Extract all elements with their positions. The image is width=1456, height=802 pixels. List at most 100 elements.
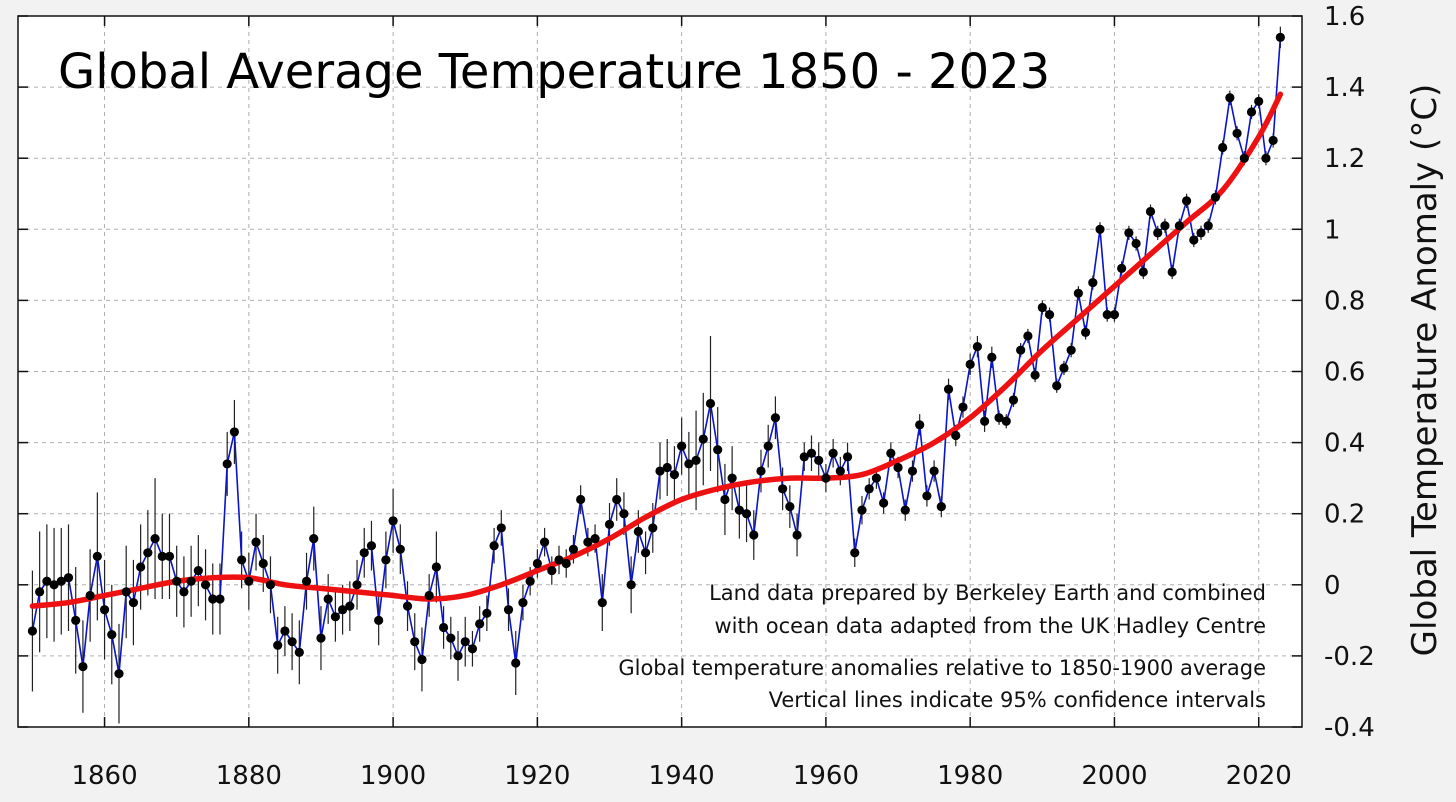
data-point-2021: [1261, 153, 1271, 163]
data-point-2001: [1117, 263, 1127, 274]
data-point-1999: [1102, 310, 1112, 320]
data-point-1995: [1073, 288, 1083, 298]
data-point-1931: [612, 494, 622, 505]
data-point-1956: [792, 530, 802, 540]
data-point-1905: [424, 590, 434, 601]
data-point-2023: [1275, 32, 1285, 42]
x-tick-label-1920: 1920: [504, 761, 570, 791]
data-point-1919: [525, 576, 535, 586]
data-point-1869: [164, 551, 175, 561]
x-tick-label-1880: 1880: [216, 761, 282, 791]
x-axis: 1860 1880 1900 1920 1940 1960 1980 2000 2020: [71, 16, 1292, 791]
data-point-1870: [172, 576, 182, 586]
data-point-1892: [330, 612, 340, 622]
data-point-1866: [143, 548, 153, 558]
data-point-1980: [965, 359, 975, 369]
data-point-1970: [893, 462, 903, 473]
data-point-1911: [467, 644, 478, 654]
data-point-1895: [352, 580, 362, 590]
data-point-1989: [1030, 370, 1040, 380]
data-point-1942: [691, 455, 701, 465]
data-point-1908: [446, 633, 456, 643]
data-point-1928: [590, 533, 600, 544]
data-point-1878: [229, 427, 240, 437]
data-point-1914: [489, 541, 499, 551]
data-point-2019: [1246, 107, 1257, 117]
data-point-1921: [539, 537, 550, 547]
data-point-1902: [402, 601, 413, 611]
data-point-2009: [1174, 221, 1184, 231]
data-point-1877: [222, 459, 232, 469]
data-point-1904: [417, 654, 427, 665]
y-tick-label-3: 0.2: [1324, 500, 1365, 530]
data-point-1944: [705, 398, 716, 409]
annotation-line-3: Global temperature anomalies relative to…: [618, 656, 1266, 680]
x-tick-label-1960: 1960: [793, 761, 859, 791]
data-point-1947: [727, 473, 737, 483]
data-point-1953: [770, 413, 781, 423]
data-point-1967: [871, 473, 882, 483]
data-point-1941: [684, 459, 694, 469]
data-point-2017: [1232, 128, 1242, 138]
data-point-2014: [1210, 192, 1221, 202]
data-point-1876: [215, 594, 225, 604]
data-point-1937: [655, 466, 665, 476]
data-point-1927: [583, 537, 593, 547]
data-point-1857: [78, 661, 88, 672]
data-point-1965: [857, 505, 867, 515]
data-point-1950: [749, 530, 759, 540]
data-point-1873: [193, 565, 203, 576]
data-point-1887: [294, 647, 304, 657]
chart-title: Global Average Temperature 1850 - 2023: [58, 44, 1050, 100]
data-point-1990: [1037, 302, 1047, 313]
data-point-2000: [1109, 310, 1120, 320]
data-point-1962: [835, 466, 845, 476]
data-point-1943: [698, 434, 708, 444]
data-point-1938: [662, 462, 672, 473]
data-point-1976: [936, 501, 946, 512]
data-point-1898: [374, 615, 384, 625]
data-point-1886: [287, 637, 297, 647]
data-point-1859: [92, 551, 102, 561]
data-point-2006: [1153, 228, 1163, 238]
data-point-1952: [763, 441, 773, 451]
data-point-1946: [720, 494, 730, 505]
data-point-1912: [475, 619, 485, 629]
annotation-line-4: Vertical lines indicate 95% confidence i…: [769, 688, 1266, 712]
data-point-2016: [1225, 93, 1235, 103]
data-point-1935: [640, 548, 651, 558]
data-point-1979: [958, 402, 968, 412]
data-point-2020: [1254, 96, 1264, 106]
data-point-1958: [806, 448, 817, 458]
data-point-1929: [597, 597, 607, 608]
data-point-1951: [756, 466, 766, 476]
annotation-block: Land data prepared by Berkeley Earth and…: [618, 581, 1266, 712]
data-point-1986: [1008, 395, 1019, 405]
data-point-1910: [460, 637, 470, 647]
y-tick-label-0: -0.4: [1324, 713, 1375, 743]
data-point-1968: [879, 498, 889, 508]
data-point-1890: [316, 633, 326, 643]
data-point-1855: [63, 573, 74, 583]
data-point-1988: [1023, 331, 1033, 341]
data-point-1982: [980, 416, 990, 426]
y-axis: -0.4 -0.2 0 0.2 0.4 0.6 0.8 1 1.2 1.4 1.6: [18, 2, 1375, 743]
data-point-1867: [150, 533, 160, 544]
x-tick-label-1940: 1940: [649, 761, 715, 791]
data-point-1959: [814, 455, 824, 465]
data-point-1854: [56, 576, 66, 586]
data-point-1963: [842, 452, 853, 462]
data-point-2015: [1218, 142, 1228, 153]
y-tick-label-9: 1.4: [1324, 73, 1365, 103]
data-point-1918: [518, 597, 528, 608]
data-point-1851: [35, 587, 45, 597]
data-point-1922: [547, 565, 557, 576]
data-point-2008: [1167, 267, 1177, 277]
data-point-2011: [1189, 235, 1199, 245]
y-tick-label-5: 0.6: [1324, 358, 1365, 388]
data-point-1974: [922, 491, 932, 501]
y-axis-label: Global Temperature Anomaly (°C): [1405, 84, 1445, 657]
data-point-1925: [568, 544, 579, 554]
data-point-1945: [713, 445, 723, 455]
